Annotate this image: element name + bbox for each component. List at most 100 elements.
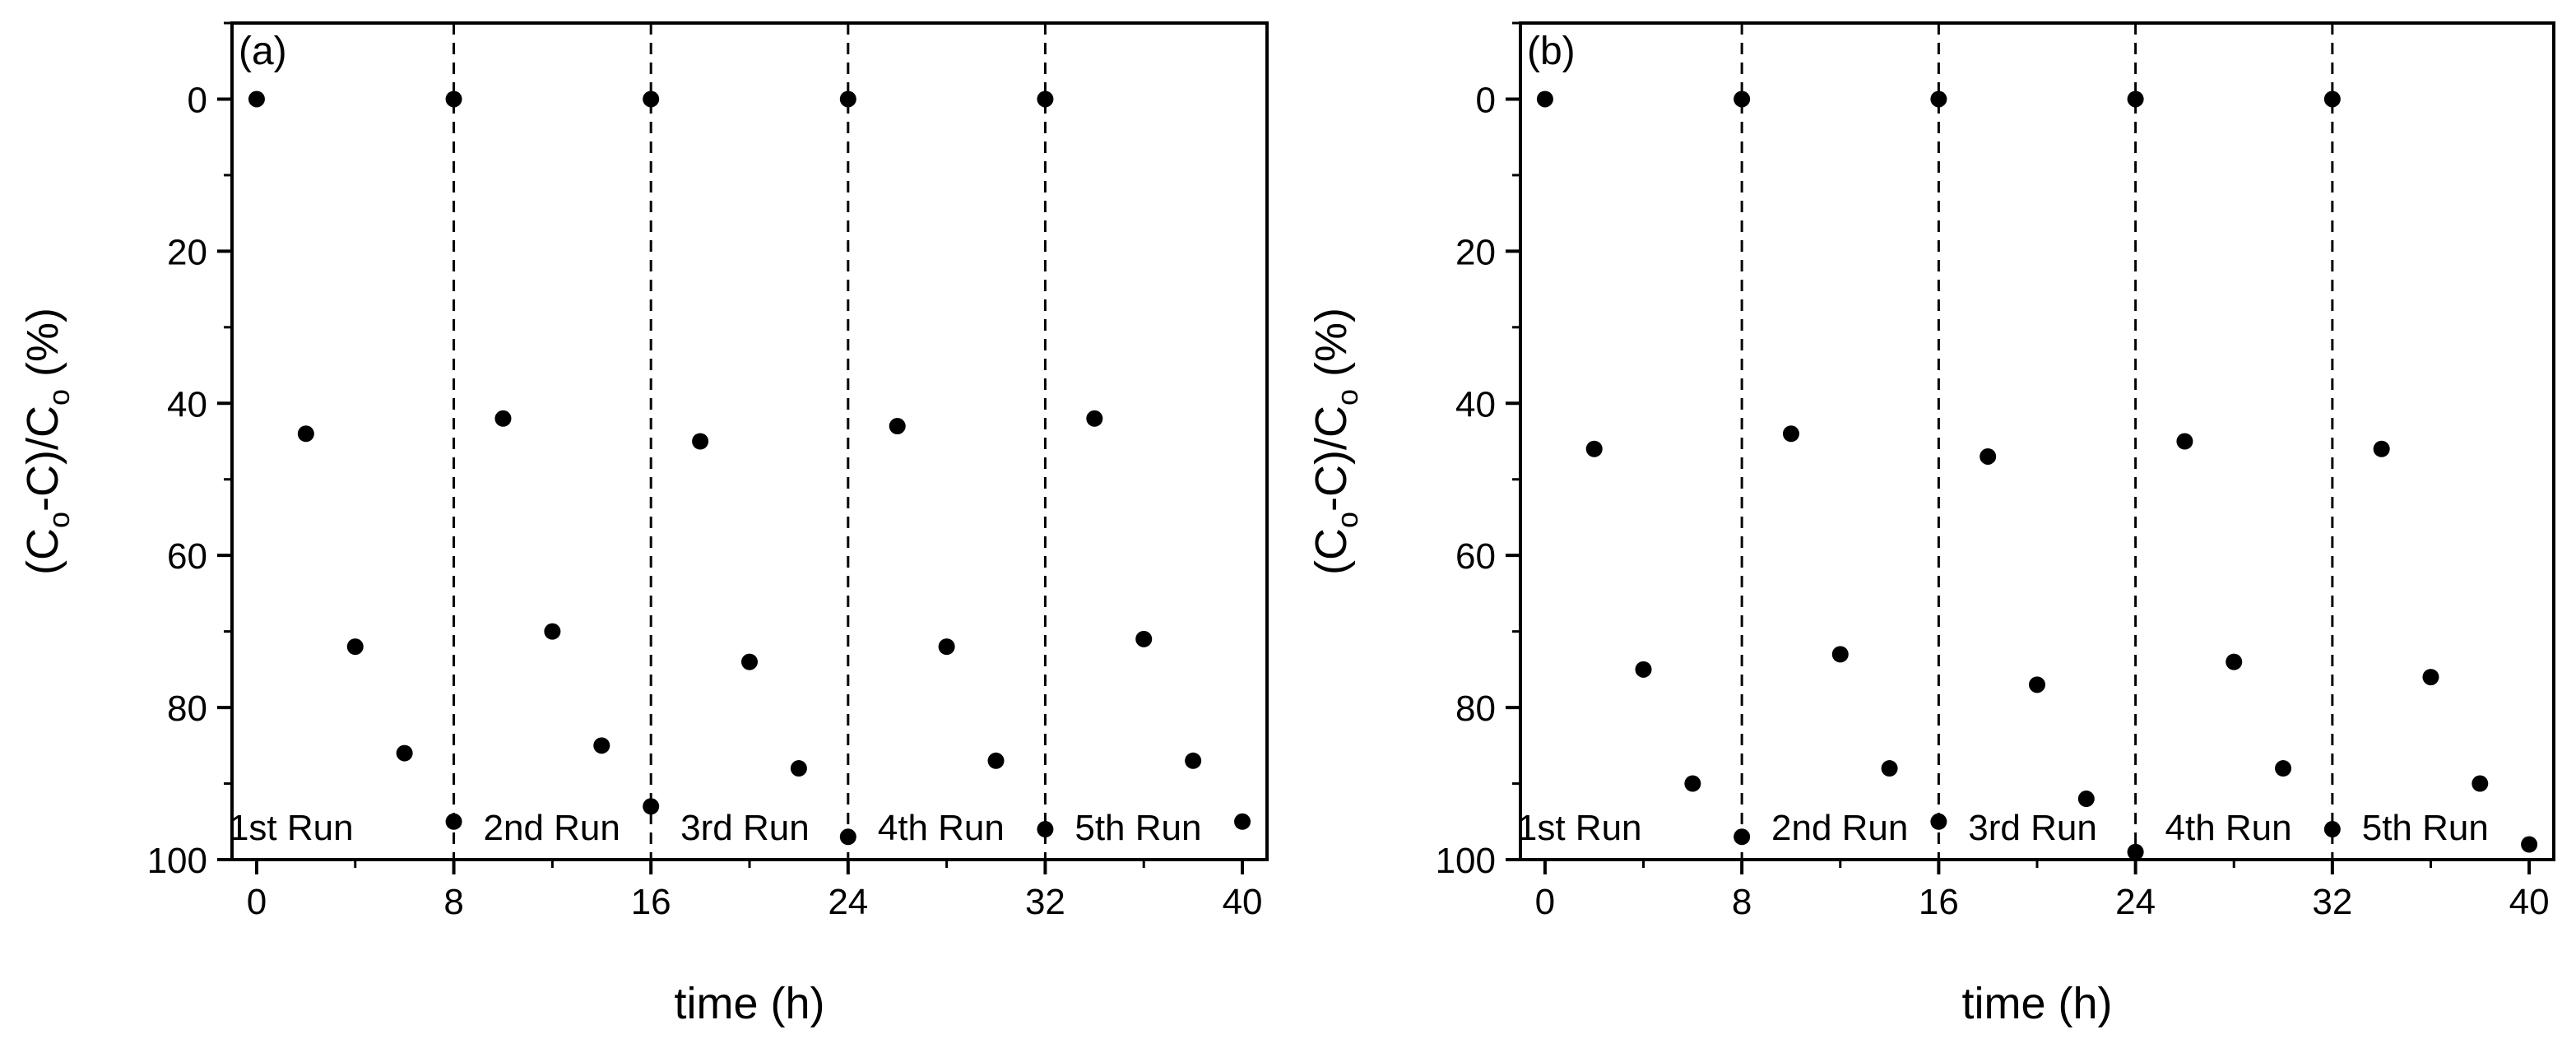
data-point (1930, 813, 1947, 830)
data-point (1930, 90, 1947, 108)
y-axis-title-part: -C)/C (1307, 406, 1356, 512)
x-tick-label: 8 (1732, 882, 1752, 922)
data-point (1536, 90, 1553, 108)
data-point (839, 828, 856, 846)
data-point (692, 433, 709, 450)
x-axis-title: time (h) (1961, 979, 2112, 1028)
run-label: 1st Run (1517, 808, 1642, 848)
data-point (1980, 447, 1997, 465)
data-point (790, 760, 807, 777)
y-tick-label: 80 (167, 689, 207, 729)
y-axis-title: (Co-C)/Co (%) (18, 308, 76, 575)
run-label: 4th Run (878, 808, 1005, 848)
run-label: 4th Run (2165, 808, 2292, 848)
data-point (1782, 425, 1799, 443)
data-point (1734, 828, 1751, 846)
y-tick-label: 20 (167, 232, 207, 272)
y-axis-title-part: (C (1307, 528, 1356, 575)
y-tick-label: 100 (147, 841, 207, 881)
data-point (544, 623, 561, 640)
data-point (2077, 791, 2095, 808)
data-point (2323, 821, 2341, 838)
data-point (1831, 646, 1849, 663)
x-tick-label: 0 (1535, 882, 1555, 922)
run-label: 5th Run (2362, 808, 2489, 848)
data-point (1135, 630, 1153, 647)
data-point (494, 410, 512, 427)
x-tick-label: 8 (443, 882, 463, 922)
data-point (1684, 775, 1701, 792)
data-point (1234, 813, 1251, 830)
data-point (1037, 90, 1054, 108)
y-tick-label: 40 (1455, 384, 1496, 424)
run-label: 5th Run (1074, 808, 1201, 848)
data-point (2127, 90, 2144, 108)
data-point (1037, 821, 1054, 838)
y-tick-label: 20 (1455, 232, 1496, 272)
data-point (938, 638, 955, 656)
panel-a: 0 8 16 24 32 40 0 20 40 60 80 100 time (h) (Co-C)/Co … (18, 21, 1269, 1028)
y-tick-label: 60 (167, 536, 207, 577)
data-point (2275, 760, 2292, 777)
x-tick-label: 32 (1025, 882, 1065, 922)
run-label: 3rd Run (1968, 808, 2097, 848)
data-point (445, 813, 462, 830)
y-tick-label: 60 (1455, 536, 1496, 577)
data-point (741, 653, 758, 670)
data-point (2029, 676, 2045, 693)
plot-frame (230, 21, 1269, 861)
data-point (1185, 752, 1202, 769)
y-axis-title-subscript: o (1330, 512, 1364, 528)
data-point (593, 737, 610, 754)
x-tick-label: 24 (828, 882, 868, 922)
x-tick-label: 16 (631, 882, 671, 922)
panel-label: (a) (239, 30, 287, 73)
y-tick-label: 0 (1476, 80, 1496, 120)
panel-b: 0 8 16 24 32 40 0 20 40 60 80 100 time (h) (Co-C)/Co … (1307, 21, 2555, 1028)
y-tick-label: 40 (167, 384, 207, 424)
y-axis-title-part: (C (18, 528, 67, 575)
run-label: 1st Run (229, 808, 354, 848)
y-axis-title: (Co-C)/Co (%) (1307, 308, 1364, 575)
y-tick-label: 100 (1436, 841, 1496, 881)
data-point (643, 798, 660, 815)
run-label: 2nd Run (1771, 808, 1908, 848)
data-point (445, 90, 462, 108)
y-axis-title-subscript: o (42, 389, 76, 406)
data-point (2323, 90, 2341, 108)
data-point (297, 425, 314, 443)
data-point (248, 90, 265, 108)
data-point (1635, 661, 1652, 678)
x-tick-label: 32 (2312, 882, 2352, 922)
x-tick-label: 40 (2509, 882, 2550, 922)
data-point (889, 418, 906, 435)
x-axis-title: time (h) (674, 979, 824, 1028)
data-point (2127, 843, 2144, 860)
data-point (987, 752, 1005, 769)
data-point (2521, 836, 2538, 853)
data-point (1881, 760, 1898, 777)
data-point (396, 744, 413, 762)
x-tick-label: 0 (247, 882, 267, 922)
y-axis-title-subscript: o (42, 512, 76, 528)
data-point (1086, 410, 1103, 427)
x-tick-label: 24 (2115, 882, 2156, 922)
x-tick-label: 16 (1919, 882, 1959, 922)
y-tick-label: 80 (1455, 689, 1496, 729)
data-point (2472, 775, 2489, 792)
x-tick-label: 40 (1223, 882, 1263, 922)
data-point (839, 90, 856, 108)
y-axis-title-part: -C)/C (18, 406, 67, 512)
data-point (1734, 90, 1751, 108)
data-point (346, 638, 364, 656)
run-label: 2nd Run (484, 808, 620, 848)
data-point (2226, 653, 2243, 670)
data-point (2373, 440, 2390, 457)
data-point (1585, 440, 1603, 457)
data-point (2422, 669, 2439, 686)
data-point (2176, 433, 2193, 450)
y-axis-title-part: (%) (1307, 308, 1356, 389)
data-point (643, 90, 660, 108)
run-label: 3rd Run (680, 808, 810, 848)
